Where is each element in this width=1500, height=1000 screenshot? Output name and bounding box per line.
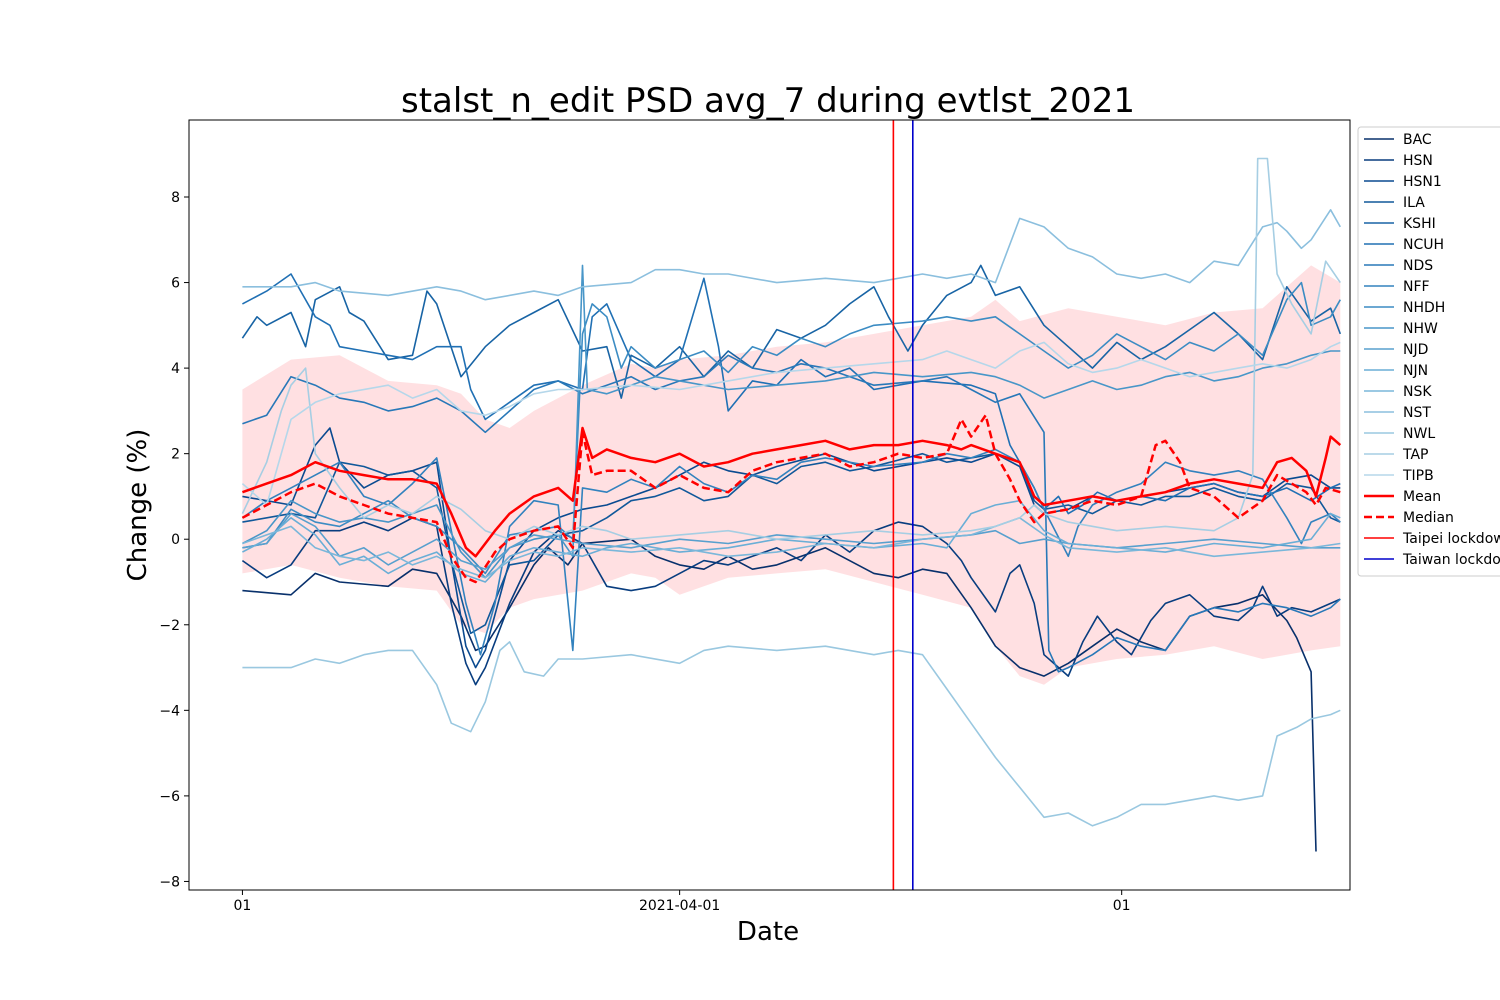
y-tick-label: −8 [159, 874, 180, 890]
series-line-nds [242, 354, 1341, 673]
x-tick-label: 2021-04-01 [639, 898, 720, 914]
plot-frame [188, 119, 1351, 891]
legend-box [1357, 126, 1500, 577]
y-tick-label: −4 [159, 703, 180, 719]
legend-label-hsn1: HSN1 [1403, 174, 1442, 190]
series-line-nst [242, 209, 1341, 301]
x-axis: 01 2021-04-01 01 [234, 890, 1131, 914]
legend-label-njd: NJD [1403, 342, 1428, 358]
legend-label-nsk: NSK [1403, 384, 1432, 400]
legend-label-kshi: KSHI [1403, 216, 1436, 232]
legend-label-njn: NJN [1403, 363, 1428, 379]
legend-label-nff: NFF [1403, 279, 1430, 295]
legend-label-ncuh: NCUH [1403, 237, 1444, 253]
y-tick-label: −6 [159, 789, 180, 805]
legend-label-tipb: TIPB [1402, 468, 1434, 484]
y-tick-label: 8 [171, 190, 180, 206]
legend-label-taipei-lockdown: Taipei lockdown [1402, 531, 1500, 547]
series-layer [241, 157, 1342, 852]
legend-label-nhw: NHW [1403, 321, 1438, 337]
legend-label-nhdh: NHDH [1403, 300, 1445, 316]
y-tick-label: 4 [171, 361, 180, 377]
series-line-nsk [242, 517, 1341, 579]
legend-label-hsn: HSN [1403, 153, 1433, 169]
legend-label-nds: NDS [1403, 258, 1433, 274]
y-tick-label: 2 [171, 447, 180, 463]
series-line-hsn [241, 517, 1341, 686]
legend: BAC HSN HSN1 ILA KSHI NCUH NDS NFF NHDH NHW NJD NJN… [1357, 126, 1500, 577]
series-line-median [241, 413, 1341, 584]
x-axis-label: Date [737, 917, 799, 947]
y-tick-label: −2 [159, 618, 180, 634]
y-tick-label: 0 [171, 532, 180, 548]
series-line-ncuh [242, 273, 1341, 515]
x-tick-label: 01 [234, 898, 252, 914]
y-tick-label: 6 [171, 276, 180, 292]
series-line-tipb [241, 341, 1341, 506]
series-line-nwl [242, 641, 1341, 827]
legend-label-mean: Mean [1403, 489, 1441, 505]
vline-layer [892, 120, 914, 890]
legend-label-taiwan-lockdown: Taiwan lockdown [1402, 552, 1500, 568]
legend-label-median: Median [1403, 510, 1454, 526]
legend-label-bac: BAC [1403, 132, 1432, 148]
y-axis-label: Change (%) [123, 429, 153, 582]
spread-band [242, 265, 1341, 685]
series-line-njn [242, 499, 1341, 583]
legend-label-nwl: NWL [1403, 426, 1435, 442]
series-line-kshi [241, 264, 1342, 399]
y-axis: −8 −6 −4 −2 0 2 4 6 8 [159, 190, 189, 890]
legend-label-ila: ILA [1403, 195, 1425, 211]
x-tick-label: 01 [1113, 898, 1131, 914]
series-line-mean [241, 426, 1342, 558]
legend-label-tap: TAP [1402, 447, 1428, 463]
spread-band-layer [242, 265, 1341, 685]
series-line-tap [241, 157, 1341, 540]
legend-label-nst: NST [1403, 405, 1431, 421]
chart-title: stalst_n_edit PSD avg_7 during evtlst_20… [401, 81, 1135, 121]
